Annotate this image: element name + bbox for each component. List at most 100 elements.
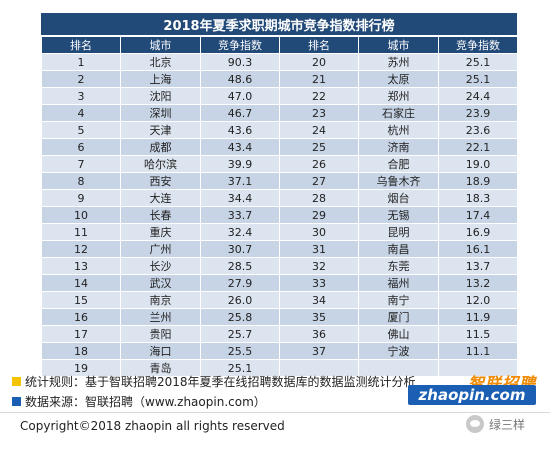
cell-right-city: 合肥 <box>358 155 439 173</box>
cell-right-rank: 37 <box>279 342 359 360</box>
cell-left-value: 27.9 <box>200 274 280 292</box>
note-rule: 统计规则：基于智联招聘2018年夏季在线招聘数据库的数据监测统计分析 <box>12 373 416 390</box>
header-index-left: 竞争指数 <box>200 36 280 54</box>
cell-right-city: 昆明 <box>358 223 439 241</box>
cell-left-rank: 4 <box>41 104 121 122</box>
table-row: 19 青岛 25.1 <box>41 359 518 377</box>
cell-left-rank: 18 <box>41 342 121 360</box>
cell-right-rank: 23 <box>279 104 359 122</box>
copyright-bar: Copyright©2018 zhaopin all rights reserv… <box>0 412 550 451</box>
table-row: 2 上海 48.6 21 太原 25.1 <box>41 70 518 88</box>
cell-left-value: 25.1 <box>200 359 280 377</box>
cell-right-city: 福州 <box>358 274 439 292</box>
cell-left-city: 武汉 <box>120 274 201 292</box>
table-row: 15 南京 26.0 34 南宁 12.0 <box>41 291 518 309</box>
cell-left-city: 长春 <box>120 206 201 224</box>
cell-right-city: 乌鲁木齐 <box>358 172 439 190</box>
cell-right-value: 13.7 <box>438 257 518 275</box>
table-row: 6 成都 43.4 25 济南 22.1 <box>41 138 518 156</box>
table-row: 14 武汉 27.9 33 福州 13.2 <box>41 274 518 292</box>
table-row: 8 西安 37.1 27 乌鲁木齐 18.9 <box>41 172 518 190</box>
cell-left-city: 广州 <box>120 240 201 258</box>
blue-square-icon <box>12 397 21 406</box>
cell-right-rank: 25 <box>279 138 359 156</box>
cell-left-value: 32.4 <box>200 223 280 241</box>
cell-right-city: 济南 <box>358 138 439 156</box>
cell-right-city: 太原 <box>358 70 439 88</box>
cell-left-city: 青岛 <box>120 359 201 377</box>
cell-right-value: 11.9 <box>438 308 518 326</box>
note-source: 数据来源：智联招聘（www.zhaopin.com） <box>12 393 266 410</box>
table-row: 5 天津 43.6 24 杭州 23.6 <box>41 121 518 139</box>
cell-right-city: 无锡 <box>358 206 439 224</box>
table-row: 12 广州 30.7 31 南昌 16.1 <box>41 240 518 258</box>
cell-right-value: 23.9 <box>438 104 518 122</box>
cell-left-city: 沈阳 <box>120 87 201 105</box>
table-row: 11 重庆 32.4 30 昆明 16.9 <box>41 223 518 241</box>
table-header-row: 排名 城市 竞争指数 排名 城市 竞争指数 <box>41 36 518 54</box>
cell-right-value: 16.9 <box>438 223 518 241</box>
cell-right-value: 16.1 <box>438 240 518 258</box>
table-row: 10 长春 33.7 29 无锡 17.4 <box>41 206 518 224</box>
cell-right-city: 宁波 <box>358 342 439 360</box>
cell-left-city: 大连 <box>120 189 201 207</box>
cell-left-rank: 7 <box>41 155 121 173</box>
header-rank-right: 排名 <box>279 36 359 54</box>
cell-right-value: 11.5 <box>438 325 518 343</box>
cell-right-rank: 34 <box>279 291 359 309</box>
cell-left-city: 南京 <box>120 291 201 309</box>
cell-left-value: 47.0 <box>200 87 280 105</box>
cell-right-city <box>358 359 439 377</box>
cell-left-value: 43.4 <box>200 138 280 156</box>
cell-left-value: 39.9 <box>200 155 280 173</box>
cell-right-value: 11.1 <box>438 342 518 360</box>
cell-right-city: 杭州 <box>358 121 439 139</box>
cell-right-rank: 26 <box>279 155 359 173</box>
header-rank-left: 排名 <box>41 36 121 54</box>
cell-right-rank: 20 <box>279 53 359 71</box>
cell-right-rank: 21 <box>279 70 359 88</box>
cell-right-value: 18.3 <box>438 189 518 207</box>
cell-right-city: 南昌 <box>358 240 439 258</box>
cell-right-city: 烟台 <box>358 189 439 207</box>
zhaopin-logo: 智联招聘 zhaopin.com <box>404 370 540 408</box>
cell-left-rank: 11 <box>41 223 121 241</box>
cell-right-rank: 28 <box>279 189 359 207</box>
cell-right-rank: 27 <box>279 172 359 190</box>
cell-left-city: 上海 <box>120 70 201 88</box>
cell-right-rank <box>279 359 359 377</box>
note-rule-text: 统计规则：基于智联招聘2018年夏季在线招聘数据库的数据监测统计分析 <box>25 375 416 389</box>
cell-left-value: 25.7 <box>200 325 280 343</box>
cell-right-value: 18.9 <box>438 172 518 190</box>
cell-right-value: 23.6 <box>438 121 518 139</box>
city-competition-table: 排名 城市 竞争指数 排名 城市 竞争指数 1 北京 90.3 20 苏州 25.1 2 上海… <box>41 36 518 377</box>
table-row: 1 北京 90.3 20 苏州 25.1 <box>41 53 518 71</box>
cell-left-value: 48.6 <box>200 70 280 88</box>
cell-left-rank: 8 <box>41 172 121 190</box>
cell-left-rank: 12 <box>41 240 121 258</box>
cell-right-city: 厦门 <box>358 308 439 326</box>
cell-left-rank: 2 <box>41 70 121 88</box>
cell-left-value: 43.6 <box>200 121 280 139</box>
table-row: 9 大连 34.4 28 烟台 18.3 <box>41 189 518 207</box>
cell-right-value: 25.1 <box>438 53 518 71</box>
watermark-text: 绿三样 <box>489 417 526 432</box>
cell-right-city: 石家庄 <box>358 104 439 122</box>
cell-left-value: 37.1 <box>200 172 280 190</box>
cell-left-city: 兰州 <box>120 308 201 326</box>
cell-right-rank: 33 <box>279 274 359 292</box>
cell-right-city: 苏州 <box>358 53 439 71</box>
cell-left-city: 北京 <box>120 53 201 71</box>
cell-right-value: 12.0 <box>438 291 518 309</box>
cell-left-value: 46.7 <box>200 104 280 122</box>
cell-right-city: 佛山 <box>358 325 439 343</box>
cell-right-rank: 30 <box>279 223 359 241</box>
cell-left-city: 贵阳 <box>120 325 201 343</box>
cell-right-value: 17.4 <box>438 206 518 224</box>
cell-right-rank: 35 <box>279 308 359 326</box>
cell-right-value: 25.1 <box>438 70 518 88</box>
cell-left-value: 25.8 <box>200 308 280 326</box>
cell-left-rank: 14 <box>41 274 121 292</box>
cell-left-value: 90.3 <box>200 53 280 71</box>
cell-right-rank: 36 <box>279 325 359 343</box>
